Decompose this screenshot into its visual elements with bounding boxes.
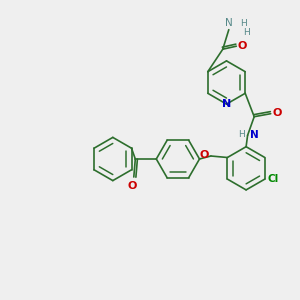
Text: O: O: [199, 150, 208, 161]
Text: O: O: [272, 108, 282, 118]
Text: Cl: Cl: [267, 174, 278, 184]
Text: N: N: [225, 18, 233, 28]
Text: H: H: [240, 19, 247, 28]
Text: O: O: [128, 181, 137, 190]
Text: O: O: [238, 41, 247, 51]
Text: H: H: [238, 130, 245, 139]
Text: N: N: [222, 99, 231, 109]
Text: H: H: [243, 28, 250, 37]
Text: N: N: [250, 130, 259, 140]
